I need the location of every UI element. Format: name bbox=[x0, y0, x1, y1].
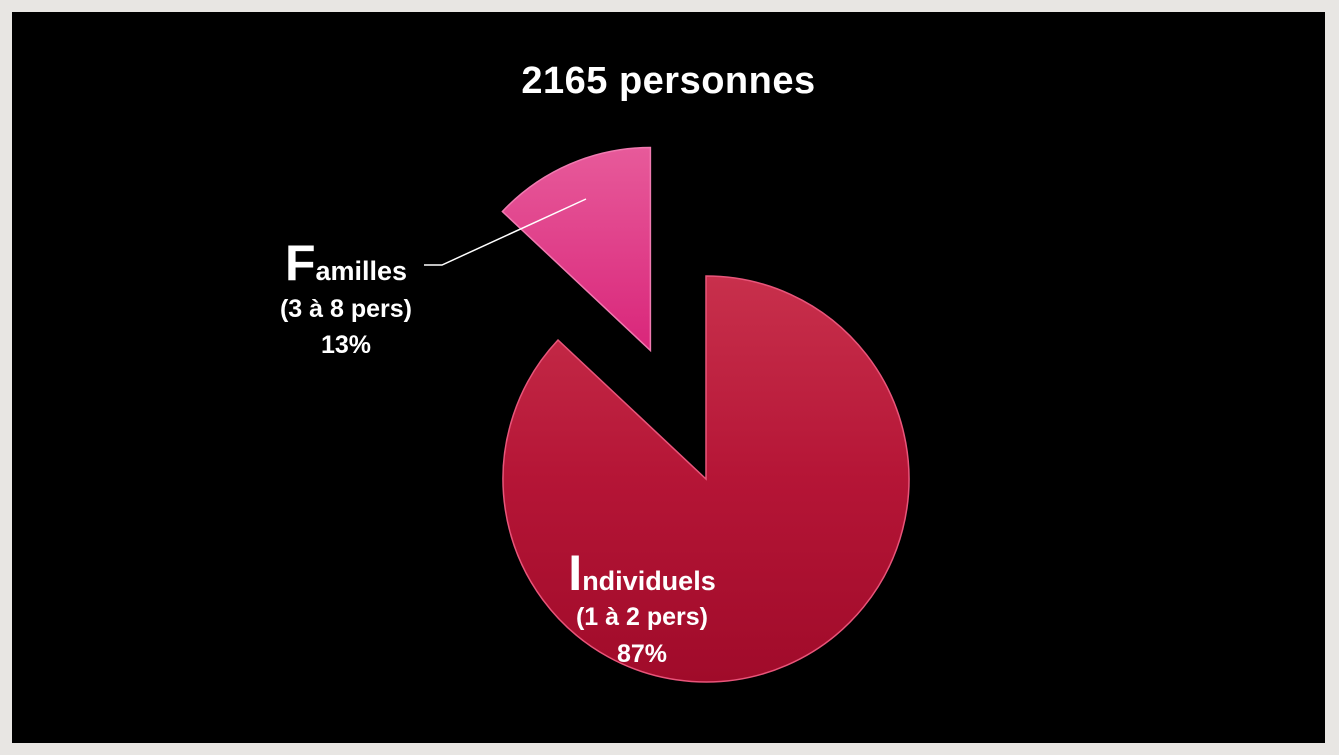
slide: 2165 personnes Familles (3 à 8 pers) 13%… bbox=[12, 12, 1325, 743]
slice-sublabel-individuels: (1 à 2 pers) bbox=[576, 603, 708, 631]
slice-percent-familles: 13% bbox=[321, 331, 371, 359]
chart-title: 2165 personnes bbox=[521, 60, 816, 102]
slice-initial-familles: F bbox=[285, 235, 316, 291]
slices-layer bbox=[501, 146, 910, 683]
slice-label-individuels: Individuels bbox=[568, 545, 715, 601]
slice-familles bbox=[501, 146, 652, 353]
slice-name-familles: amilles bbox=[315, 256, 407, 286]
slice-initial-individuels: I bbox=[568, 545, 582, 601]
slice-label-familles: Familles bbox=[285, 235, 407, 291]
slice-individuels bbox=[502, 275, 910, 683]
slice-percent-individuels: 87% bbox=[617, 640, 667, 668]
pie-chart: Familles (3 à 8 pers) 13% Individuels (1… bbox=[280, 146, 910, 683]
slice-name-individuels: ndividuels bbox=[582, 566, 716, 596]
slice-sublabel-familles: (3 à 8 pers) bbox=[280, 295, 412, 323]
leader-line-familles bbox=[424, 198, 587, 266]
